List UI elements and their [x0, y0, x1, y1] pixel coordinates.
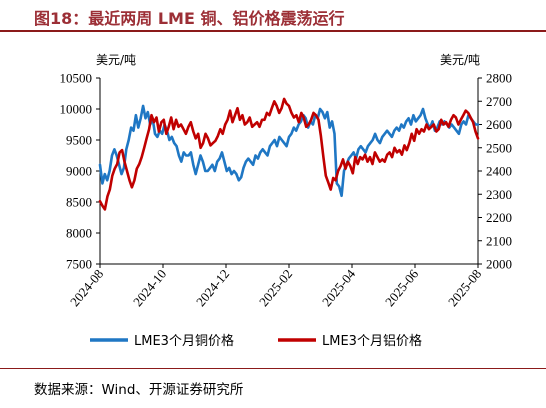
x-tick-label: 2024-12 — [193, 266, 232, 309]
aluminum-price-line — [98, 97, 480, 211]
left-axis: 10500 10000 9500 9000 8500 8000 7500 — [60, 71, 100, 272]
right-tick-label: 2000 — [486, 257, 512, 272]
left-tick-label: 7500 — [66, 257, 92, 272]
right-tick-label: 2400 — [486, 164, 512, 179]
right-tick-label: 2800 — [486, 71, 512, 86]
x-tick-label: 2024-08 — [67, 266, 106, 309]
copper-price-line — [98, 104, 480, 198]
right-tick-label: 2300 — [486, 187, 512, 202]
title-divider — [0, 30, 546, 32]
x-axis: 2024-08 2024-10 2024-12 2025-02 2025-04 2025-… — [67, 264, 484, 309]
source-note: 数据来源：Wind、开源证券研究所 — [34, 382, 244, 398]
left-tick-label: 9500 — [66, 133, 92, 148]
right-axis: 2800 2700 2600 2500 2400 2300 2200 2100 2000 — [478, 71, 512, 272]
left-tick-label: 10500 — [60, 71, 93, 86]
source-divider — [0, 368, 546, 369]
left-tick-label: 10000 — [60, 102, 93, 117]
right-tick-label: 2700 — [486, 94, 512, 109]
x-tick-label: 2025-08 — [445, 266, 484, 309]
left-tick-label: 9000 — [66, 164, 92, 179]
right-tick-label: 2100 — [486, 233, 512, 248]
series-layer — [98, 97, 480, 211]
price-line-chart: 美元/吨 美元/吨 10500 10000 9500 9000 8500 8000 7500… — [60, 53, 513, 349]
legend: LME3个月铜价格 LME3个月铝价格 — [90, 333, 422, 349]
x-tick-label: 2025-02 — [256, 266, 295, 309]
left-axis-unit: 美元/吨 — [96, 53, 136, 67]
x-tick-label: 2025-06 — [382, 266, 422, 309]
right-tick-label: 2200 — [486, 210, 512, 225]
x-tick-label: 2025-04 — [319, 266, 359, 309]
right-tick-label: 2600 — [486, 117, 512, 132]
figure-title: 图18：最近两周 LME 铜、铝价格震荡运行 — [34, 9, 345, 28]
right-tick-label: 2500 — [486, 140, 512, 155]
chart-area: 美元/吨 美元/吨 10500 10000 9500 9000 8500 8000 7500… — [0, 34, 546, 362]
legend-label-copper: LME3个月铜价格 — [134, 333, 234, 349]
legend-label-aluminum: LME3个月铝价格 — [322, 333, 422, 349]
left-tick-label: 8500 — [66, 195, 92, 210]
x-tick-label: 2024-10 — [130, 266, 169, 309]
right-axis-unit: 美元/吨 — [440, 53, 480, 67]
left-tick-label: 8000 — [66, 226, 92, 241]
